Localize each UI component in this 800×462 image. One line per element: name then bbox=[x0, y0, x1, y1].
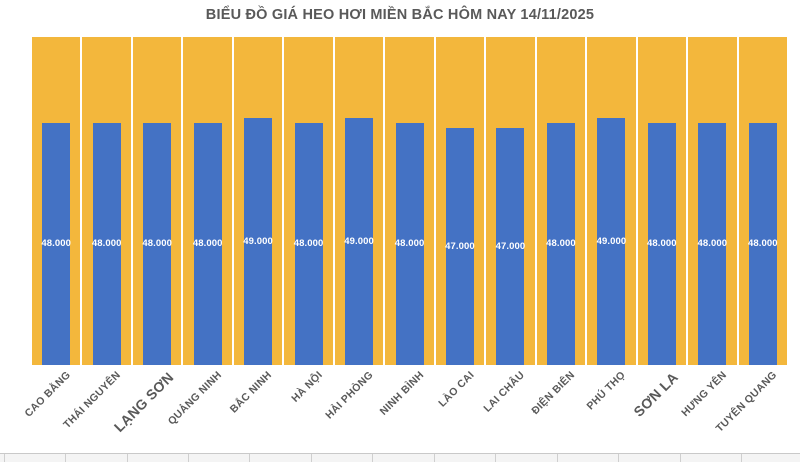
category-column-background: 48.000 bbox=[32, 37, 81, 365]
category-column-background: 48.000 bbox=[738, 37, 788, 365]
category-column-background: 48.000 bbox=[637, 37, 687, 365]
bar-value-label: 48.000 bbox=[394, 238, 425, 250]
category-column-background: 48.000 bbox=[132, 37, 182, 365]
bar-value-label: 49.000 bbox=[344, 235, 374, 247]
price-bar: 48.000 bbox=[293, 122, 324, 365]
x-axis-label: HƯNG YÊN bbox=[678, 369, 729, 420]
bar-value-label: 49.000 bbox=[596, 235, 627, 247]
bar-value-label: 48.000 bbox=[41, 238, 72, 250]
x-axis-label: ĐIỆN BIÊN bbox=[529, 369, 578, 417]
x-axis-label: NINH BÌNH bbox=[377, 369, 426, 418]
table-column-divider bbox=[126, 454, 128, 462]
bar-value-label: 48.000 bbox=[697, 238, 728, 250]
x-axis-label: LÀO CAI bbox=[435, 369, 477, 410]
bar-value-label: 47.000 bbox=[445, 240, 475, 252]
bar-value-label: 48.000 bbox=[546, 238, 576, 250]
chart-title: BIỂU ĐỒ GIÁ HEO HƠI MIỀN BẮC HÔM NAY 14/… bbox=[205, 7, 595, 23]
price-bar: 48.000 bbox=[41, 122, 72, 365]
category-column-background: 49.000 bbox=[233, 37, 283, 365]
x-axis-label: SƠN LA bbox=[630, 369, 682, 420]
bar-value-label: 48.000 bbox=[293, 238, 324, 250]
table-column-divider bbox=[3, 454, 5, 462]
table-column-divider bbox=[741, 454, 742, 462]
table-column-divider bbox=[495, 454, 497, 462]
table-column-divider bbox=[65, 454, 67, 462]
bar-value-label: 48.000 bbox=[647, 238, 677, 250]
category-column-background: 49.000 bbox=[334, 37, 384, 365]
x-axis-label: HẢI PHÒNG bbox=[323, 369, 376, 422]
price-bar: 47.000 bbox=[495, 127, 526, 365]
category-column-background: 48.000 bbox=[688, 37, 737, 365]
price-bar: 48.000 bbox=[747, 122, 778, 365]
category-column-background: 47.000 bbox=[435, 37, 485, 365]
price-bar: 48.000 bbox=[91, 122, 122, 365]
table-header-top-strip bbox=[0, 453, 800, 462]
x-axis-label: CAO BẰNG bbox=[22, 369, 73, 420]
price-bar: 48.000 bbox=[647, 122, 677, 365]
bar-value-label: 47.000 bbox=[495, 240, 526, 252]
table-column-divider bbox=[433, 454, 435, 462]
category-column-background: 48.000 bbox=[284, 37, 333, 365]
price-bar: 49.000 bbox=[243, 117, 273, 365]
category-column-background: 47.000 bbox=[486, 37, 535, 365]
table-column-divider bbox=[310, 454, 312, 462]
price-bar: 48.000 bbox=[546, 122, 576, 365]
category-column-background: 48.000 bbox=[536, 37, 586, 365]
price-bar: 48.000 bbox=[192, 122, 223, 365]
price-bar: 48.000 bbox=[697, 122, 728, 365]
x-axis-label: PHÚ THỌ bbox=[584, 369, 628, 413]
plot-area: 48.000 48.000 48.000 48.000 49.000 48.000 49.0… bbox=[32, 37, 788, 365]
bar-value-label: 49.000 bbox=[243, 235, 273, 247]
x-axis-label: HÀ NỘI bbox=[289, 369, 326, 405]
price-bar: 49.000 bbox=[344, 117, 374, 365]
bar-value-label: 48.000 bbox=[91, 238, 122, 250]
price-bar: 48.000 bbox=[394, 122, 425, 365]
table-column-divider bbox=[618, 454, 620, 462]
category-column-background: 49.000 bbox=[587, 37, 636, 365]
table-column-divider bbox=[249, 454, 251, 462]
price-bar: 49.000 bbox=[596, 117, 627, 365]
bar-value-label: 48.000 bbox=[192, 238, 223, 250]
category-column-background: 48.000 bbox=[82, 37, 131, 365]
table-column-divider bbox=[372, 454, 374, 462]
price-bar: 48.000 bbox=[142, 122, 173, 365]
bar-value-label: 48.000 bbox=[747, 238, 778, 250]
price-bar: 47.000 bbox=[445, 127, 475, 365]
category-column-background: 48.000 bbox=[183, 37, 232, 365]
bar-value-label: 48.000 bbox=[142, 238, 173, 250]
table-column-divider bbox=[679, 454, 681, 462]
table-column-divider bbox=[187, 454, 189, 462]
table-column-divider bbox=[556, 454, 558, 462]
category-column-background: 48.000 bbox=[385, 37, 434, 365]
x-axis-label: BẮC NINH bbox=[228, 369, 275, 416]
x-axis-label: LAI CHÂU bbox=[481, 369, 527, 415]
